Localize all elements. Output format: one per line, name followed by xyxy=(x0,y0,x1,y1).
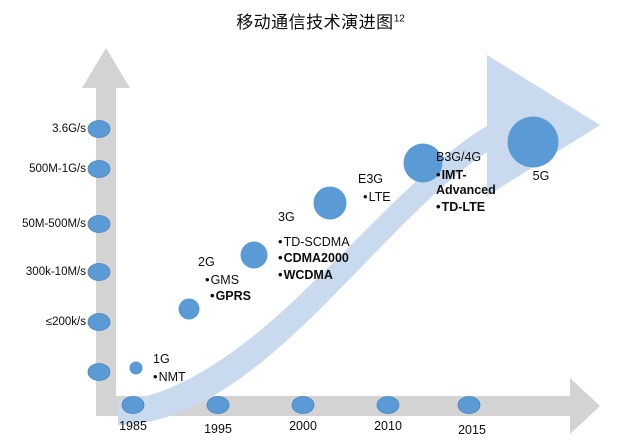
generation-name-1g: 1G xyxy=(153,352,170,366)
generation-item-label: CDMA2000 xyxy=(283,251,349,265)
y-tick-bubble xyxy=(87,120,111,138)
data-bubble-3g xyxy=(240,241,268,269)
generation-item-td-lte: •TD-LTE xyxy=(436,199,510,216)
bullet-icon: • xyxy=(278,250,283,265)
data-bubble-1g xyxy=(129,361,143,375)
generation-item-label: WCDMA xyxy=(283,267,333,282)
bullet-icon: • xyxy=(205,271,210,287)
x-tick-label-1995: 1995 xyxy=(204,422,232,436)
y-tick-bubble xyxy=(87,263,111,281)
generation-item-td-scdma: •TD-SCDMA xyxy=(278,234,350,251)
y-tick-label-4: ≤200k/s xyxy=(45,316,86,328)
y-tick-label-1: 500M-1G/s xyxy=(29,163,86,175)
growth-arrow-band xyxy=(118,55,600,425)
generation-item-cdma2000: •CDMA2000 xyxy=(278,250,350,267)
x-tick-bubble xyxy=(376,396,400,414)
generation-item-label: IMT-Advanced xyxy=(436,167,496,198)
generation-item-label: TD-LTE xyxy=(441,199,486,214)
x-tick-bubble xyxy=(291,396,315,414)
generation-annotation-1g: 1G •NMT xyxy=(153,352,186,385)
y-tick-bubble xyxy=(87,313,111,331)
bullet-icon: • xyxy=(153,368,158,384)
generation-item-nmt: •NMT xyxy=(153,369,186,386)
data-bubble-b3g-4g xyxy=(403,143,443,183)
generation-item-label: GPRS xyxy=(215,289,251,303)
generation-item-lte: •LTE xyxy=(363,189,391,206)
generation-item-imt-advanced: •IMT-Advanced xyxy=(436,167,510,199)
generation-annotation-b3g-4g: B3G/4G •IMT-Advanced •TD-LTE xyxy=(436,150,510,215)
x-tick-label-2010: 2010 xyxy=(374,419,402,433)
bullet-icon: • xyxy=(363,188,368,204)
generation-item-wcdma: •WCDMA xyxy=(278,267,350,284)
x-axis-arrow xyxy=(96,378,600,434)
page-title: 移动通信技术演进图12 xyxy=(0,8,641,33)
generation-item-label: GMS xyxy=(210,272,240,287)
bullet-icon: • xyxy=(210,288,215,303)
bullet-icon: • xyxy=(278,233,283,249)
x-tick-label-2015: 2015 xyxy=(458,423,486,437)
generation-item-label: LTE xyxy=(368,189,391,204)
bullet-icon: • xyxy=(278,266,283,282)
x-tick-bubble xyxy=(121,396,145,414)
generation-item-gms: •GMS xyxy=(205,272,251,289)
page-title-superscript: 12 xyxy=(393,13,405,25)
bullet-icon: • xyxy=(436,198,441,214)
generation-name-2g: 2G xyxy=(198,255,215,269)
data-bubble-e3g xyxy=(313,186,347,220)
data-bubble-5g xyxy=(507,116,559,168)
y-tick-label-2: 50M-500M/s xyxy=(22,218,86,230)
generation-annotation-e3g: E3G •LTE xyxy=(358,172,391,205)
y-tick-bubble xyxy=(87,363,111,381)
y-tick-bubble xyxy=(87,215,111,233)
generation-annotation-2g: 2G •GMS •GPRS xyxy=(198,255,251,305)
x-tick-bubble xyxy=(206,396,230,414)
generation-name-5g: 5G xyxy=(532,169,550,183)
data-bubble-2g xyxy=(178,298,200,320)
x-tick-label-1985: 1985 xyxy=(119,419,147,433)
page-title-text: 移动通信技术演进图 xyxy=(236,13,394,32)
generation-name-b3g-4g: B3G/4G xyxy=(436,150,482,164)
generation-name-3g: 3G xyxy=(278,210,295,224)
x-tick-label-2000: 2000 xyxy=(289,419,317,433)
x-tick-bubble xyxy=(457,396,481,414)
generation-item-label: TD-SCDMA xyxy=(283,234,350,249)
y-tick-bubble xyxy=(87,160,111,178)
y-tick-label-0: 3.6G/s xyxy=(52,123,86,135)
generation-annotation-3g: 3G •TD-SCDMA •CDMA2000 •WCDMA xyxy=(278,210,350,283)
generation-item-label: NMT xyxy=(158,369,186,384)
y-tick-label-3: 300k-10M/s xyxy=(25,266,86,278)
bullet-icon: • xyxy=(436,166,441,182)
generation-name-e3g: E3G xyxy=(358,172,384,186)
generation-item-gprs: •GPRS xyxy=(210,288,251,305)
